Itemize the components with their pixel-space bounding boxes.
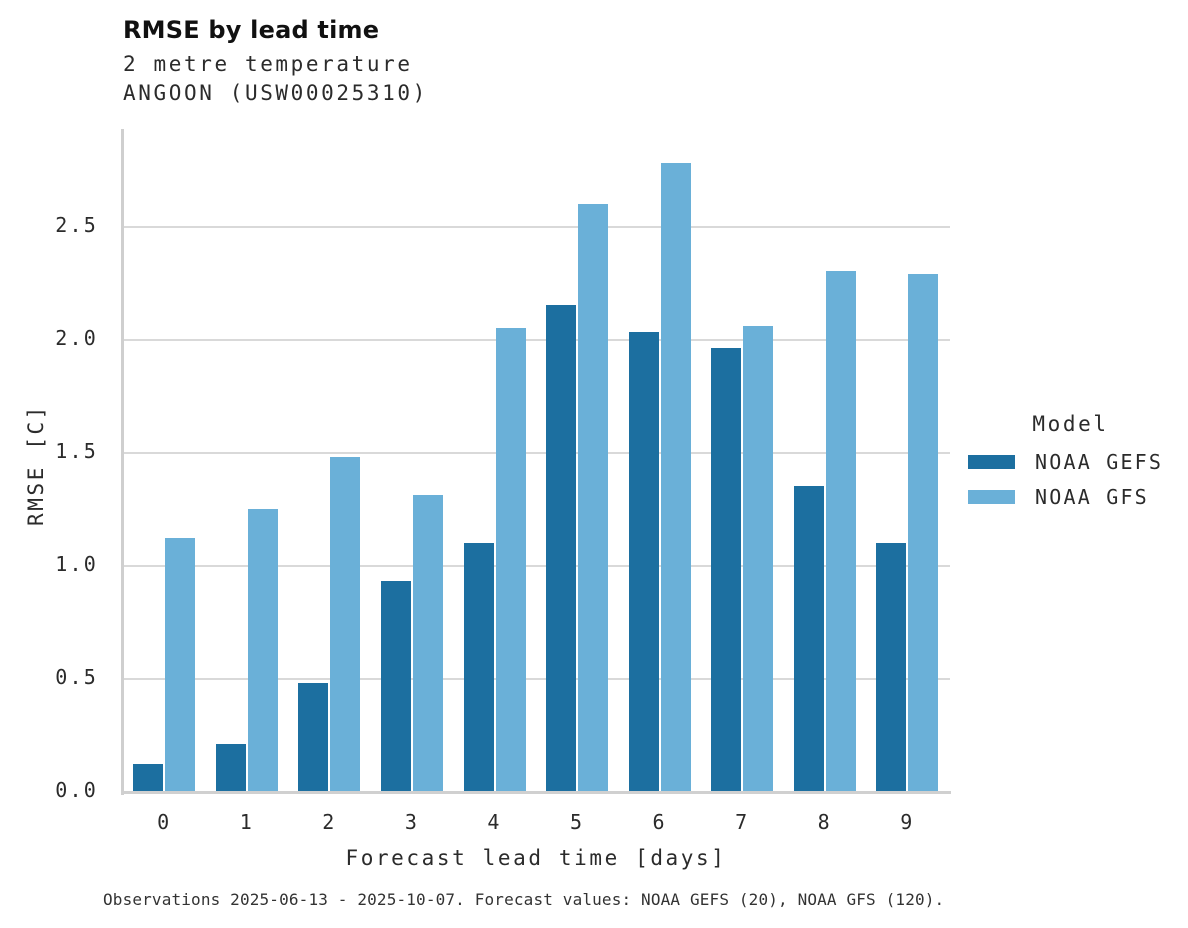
legend-swatch-icon bbox=[968, 489, 1015, 504]
y-tick-1.5: 1.5 bbox=[55, 439, 98, 464]
legend-swatch-icon bbox=[968, 454, 1015, 469]
y-tick-2.0: 2.0 bbox=[55, 326, 98, 351]
bar-noaa-gefs-day8 bbox=[793, 486, 824, 791]
plot-area bbox=[121, 129, 951, 795]
bar-noaa-gfs-day3 bbox=[412, 495, 443, 791]
x-tick-4: 4 bbox=[487, 810, 502, 834]
legend: Model NOAA GEFS NOAA GFS bbox=[968, 412, 1173, 521]
bar-noaa-gfs-day4 bbox=[495, 328, 526, 791]
gridline-y-2.5 bbox=[123, 226, 950, 229]
x-tick-3: 3 bbox=[404, 810, 420, 834]
legend-entry-noaa-gefs: NOAA GEFS bbox=[968, 449, 1173, 474]
bar-noaa-gfs-day7 bbox=[743, 326, 774, 791]
gridline-y-1.0 bbox=[123, 565, 950, 568]
x-tick-5: 5 bbox=[569, 810, 585, 834]
chart-subtitle: 2 metre temperature ANGOON (USW00025310) bbox=[123, 50, 428, 108]
bar-noaa-gfs-day6 bbox=[660, 163, 691, 791]
subtitle-variable: 2 metre temperature bbox=[123, 52, 413, 76]
bar-noaa-gefs-day2 bbox=[298, 683, 329, 791]
chart-title: RMSE by lead time bbox=[123, 16, 380, 44]
x-axis-label: Forecast lead time [days] bbox=[345, 846, 727, 870]
y-tick-1.0: 1.0 bbox=[55, 552, 98, 577]
footer-caption: Observations 2025-06-13 - 2025-10-07. Fo… bbox=[103, 890, 945, 909]
gridline-y-2.0 bbox=[123, 339, 950, 342]
bar-noaa-gefs-day5 bbox=[546, 305, 577, 791]
bar-noaa-gfs-day9 bbox=[908, 274, 939, 791]
bar-noaa-gefs-day6 bbox=[628, 332, 659, 791]
legend-label: NOAA GEFS bbox=[1035, 449, 1164, 474]
bar-noaa-gfs-day2 bbox=[330, 457, 361, 791]
bar-noaa-gfs-day5 bbox=[578, 204, 609, 791]
legend-entry-noaa-gfs: NOAA GFS bbox=[968, 484, 1173, 509]
y-axis-spine bbox=[121, 129, 124, 795]
x-tick-2: 2 bbox=[322, 810, 337, 834]
gridline-y-1.5 bbox=[123, 452, 950, 455]
x-tick-9: 9 bbox=[900, 810, 915, 834]
bar-noaa-gfs-day1 bbox=[247, 509, 278, 791]
gridline-y-0.5 bbox=[123, 678, 950, 681]
y-tick-0.0: 0.0 bbox=[55, 778, 98, 802]
bar-noaa-gefs-day9 bbox=[876, 543, 907, 791]
x-tick-0: 0 bbox=[157, 810, 172, 834]
bar-noaa-gfs-day0 bbox=[165, 538, 196, 791]
subtitle-station: ANGOON (USW00025310) bbox=[123, 81, 428, 105]
y-axis-label: RMSE [C] bbox=[24, 404, 48, 526]
x-axis-spine bbox=[121, 791, 951, 794]
y-tick-2.5: 2.5 bbox=[55, 213, 98, 238]
x-tick-7: 7 bbox=[735, 810, 750, 834]
bar-noaa-gfs-day8 bbox=[825, 271, 856, 791]
legend-title: Model bbox=[1032, 412, 1109, 436]
bar-noaa-gefs-day7 bbox=[711, 348, 742, 791]
bar-noaa-gefs-day0 bbox=[133, 764, 164, 791]
x-tick-8: 8 bbox=[817, 810, 832, 834]
bar-noaa-gefs-day4 bbox=[463, 543, 494, 791]
bar-noaa-gefs-day3 bbox=[380, 581, 411, 791]
y-tick-0.5: 0.5 bbox=[55, 665, 98, 690]
legend-label: NOAA GFS bbox=[1035, 484, 1149, 509]
x-tick-1: 1 bbox=[239, 810, 254, 834]
x-tick-6: 6 bbox=[652, 810, 667, 834]
bar-noaa-gefs-day1 bbox=[215, 744, 246, 791]
